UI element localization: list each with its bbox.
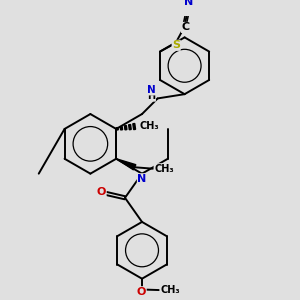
- Text: O: O: [137, 287, 146, 297]
- Text: CH₃: CH₃: [160, 285, 180, 295]
- Text: O: O: [97, 187, 106, 197]
- Text: S: S: [172, 40, 180, 50]
- Text: N: N: [184, 0, 194, 8]
- Text: N: N: [147, 85, 156, 95]
- Text: CH₃: CH₃: [140, 121, 159, 131]
- Polygon shape: [120, 127, 123, 130]
- Text: C: C: [182, 22, 190, 32]
- Polygon shape: [124, 125, 127, 130]
- Text: N: N: [137, 174, 147, 184]
- Polygon shape: [133, 124, 136, 130]
- Text: H: H: [147, 91, 155, 101]
- Polygon shape: [129, 124, 131, 130]
- Polygon shape: [116, 128, 118, 130]
- Polygon shape: [116, 159, 136, 170]
- Text: CH₃: CH₃: [154, 164, 174, 174]
